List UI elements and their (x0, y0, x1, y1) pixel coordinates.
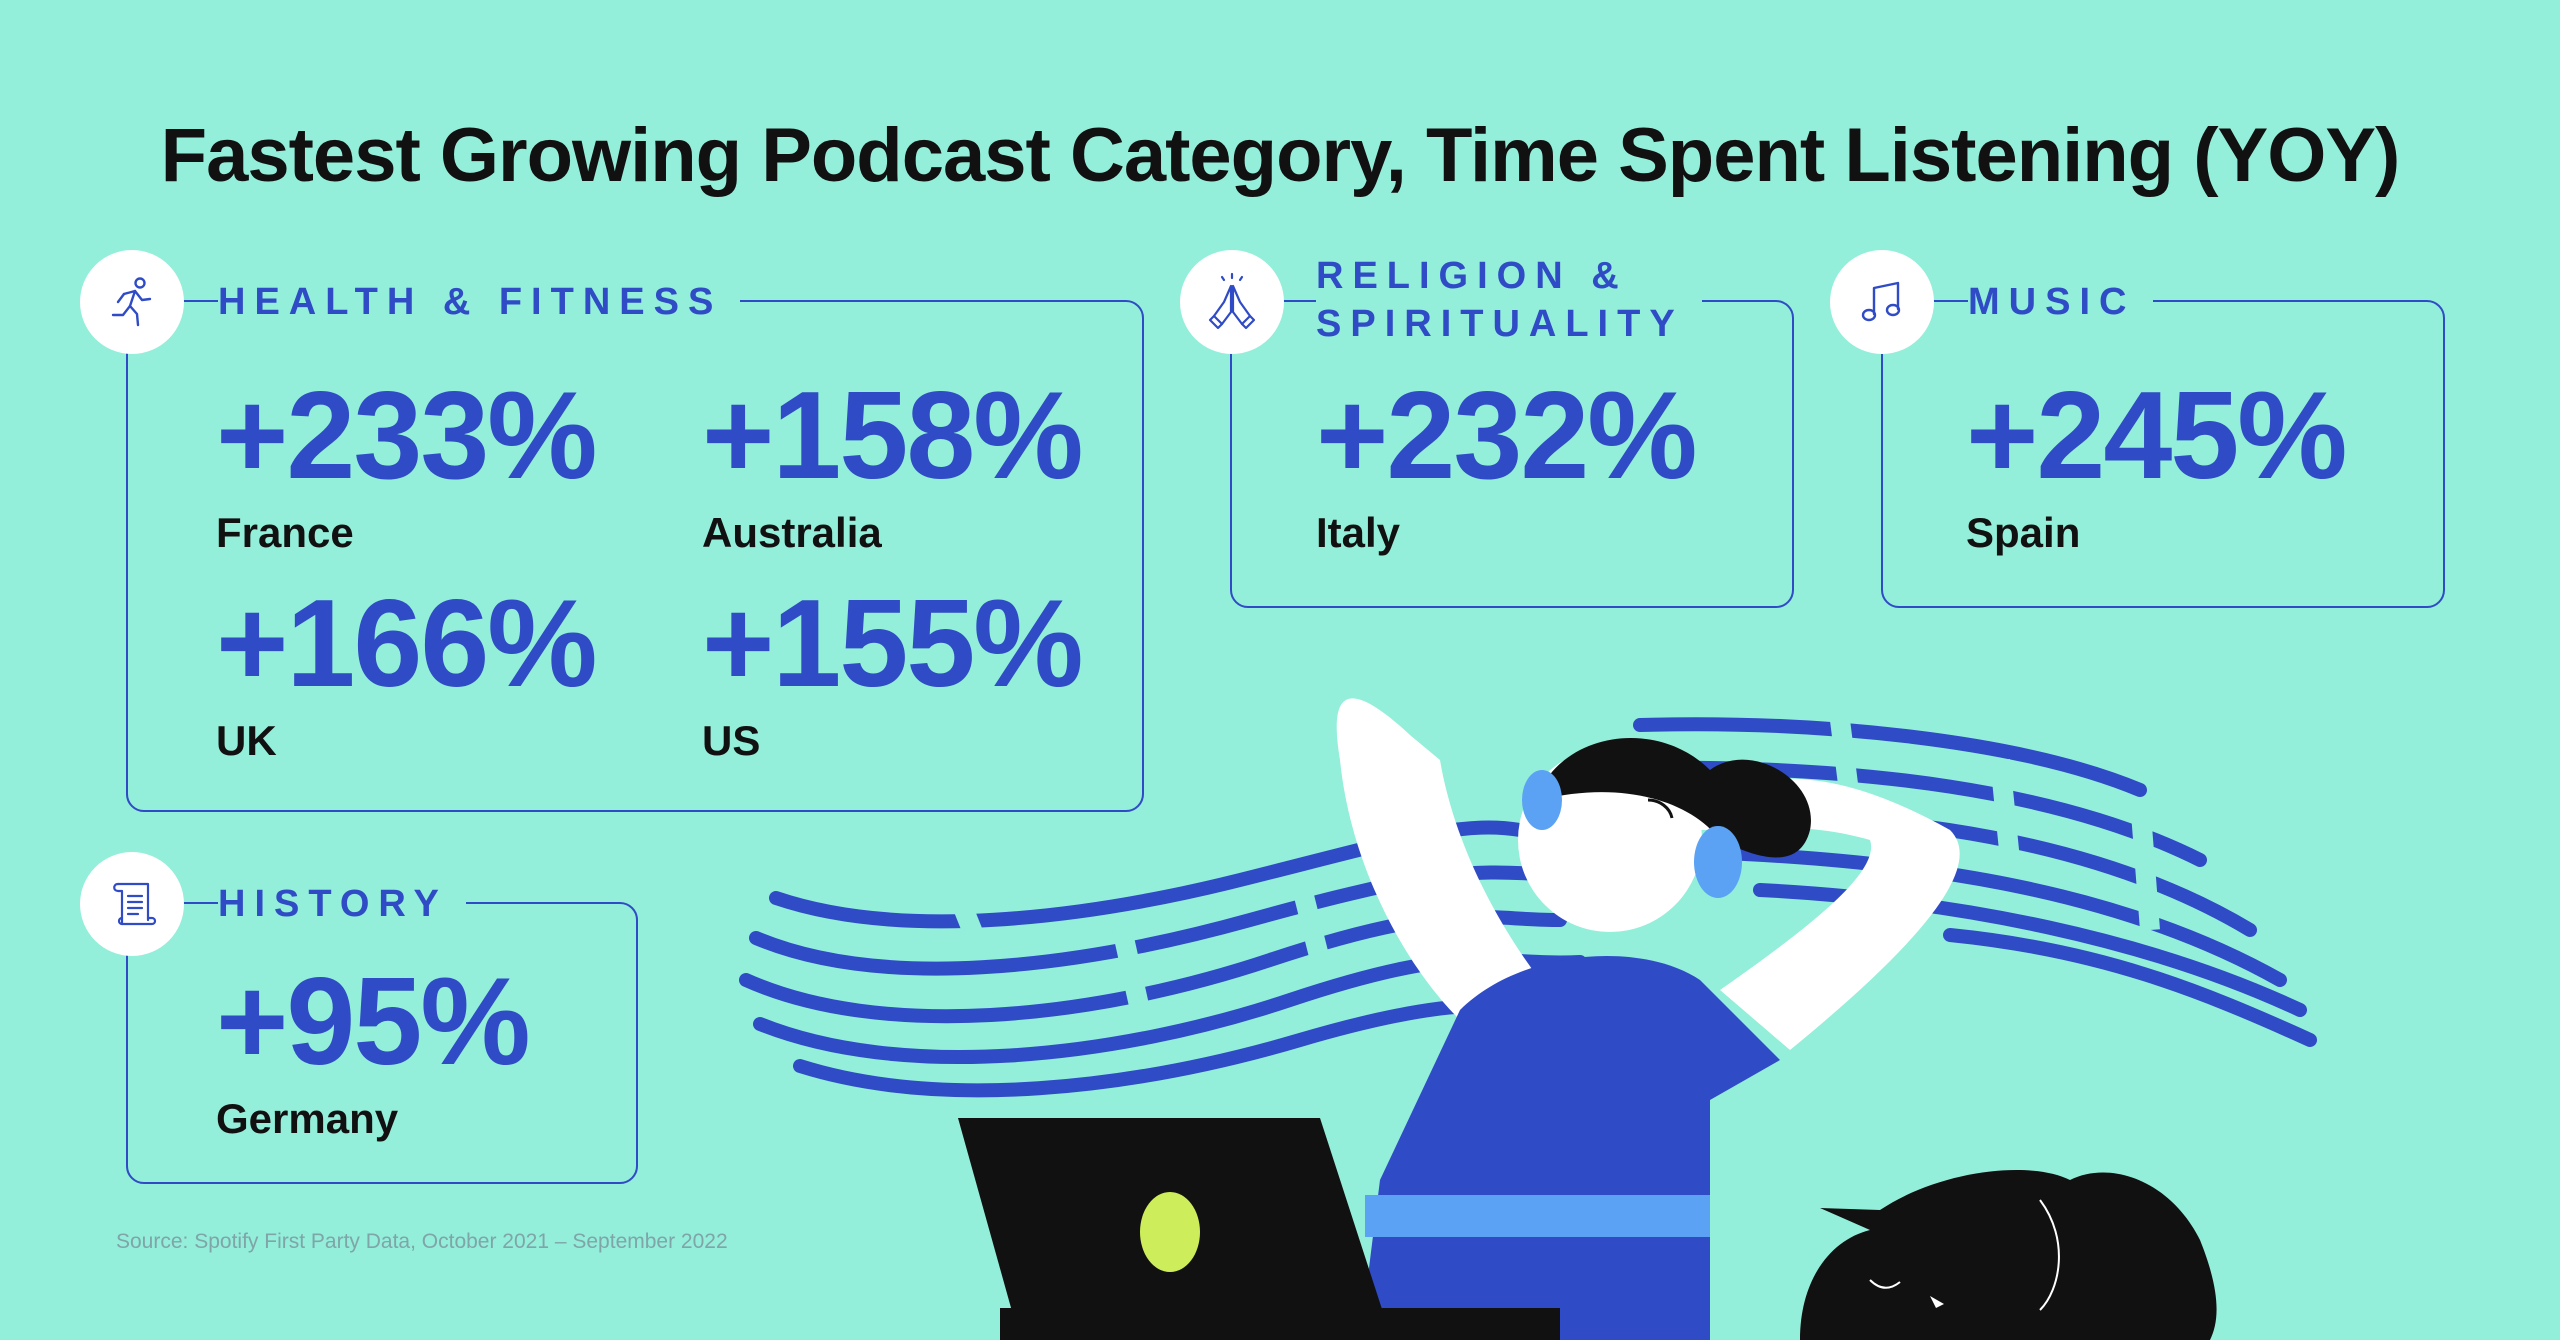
stat-value: +232% (1316, 367, 1698, 505)
hair (1540, 737, 1811, 858)
stat-value: +233% (216, 367, 598, 505)
stat-australia: +158% Australia (702, 367, 1084, 558)
card-label-history: HISTORY (218, 880, 466, 928)
stat-value: +166% (216, 575, 598, 713)
stat-value: +245% (1966, 367, 2348, 505)
stat-us: +155% US (702, 575, 1084, 766)
card-label-health-fitness: HEALTH & FITNESS (218, 278, 741, 326)
running-person-icon (111, 277, 152, 327)
stat-country: Australia (702, 509, 882, 556)
arm-left (1336, 698, 1540, 1020)
headphone-left (1522, 770, 1562, 830)
stat-italy: +232% Italy (1316, 367, 1698, 558)
card-label-music: MUSIC (1968, 278, 2154, 326)
card-label-line2: SPIRITUALITY (1316, 303, 1684, 345)
stat-country: Italy (1316, 509, 1401, 556)
religion-icon-badge (1180, 250, 1284, 354)
closed-eye (1647, 798, 1674, 819)
card-music (1881, 300, 2445, 608)
shirt-stripe (1365, 1195, 1710, 1237)
stat-country: Germany (216, 1095, 399, 1142)
stat-country: US (702, 717, 761, 764)
card-label-religion-spirituality: RELIGION & SPIRITUALITY (1316, 252, 1702, 348)
stat-spain: +245% Spain (1966, 367, 2348, 558)
arm-right (1700, 778, 1960, 1050)
shirt (1360, 956, 1780, 1340)
page-title: Fastest Growing Podcast Category, Time S… (160, 113, 2401, 198)
headphone-right (1694, 826, 1742, 898)
stat-france: +233% France (216, 367, 598, 558)
stat-country: France (216, 509, 354, 556)
stat-germany: +95% Germany (216, 953, 531, 1144)
stat-value: +95% (216, 953, 531, 1091)
stat-country: Spain (1966, 509, 2081, 556)
stat-value: +158% (702, 367, 1084, 505)
source-note: Source: Spotify First Party Data, Octobe… (116, 1230, 728, 1253)
scroll-icon (113, 882, 157, 926)
music-icon-badge (1830, 250, 1934, 354)
laptop-logo (1140, 1192, 1200, 1272)
stat-country: UK (216, 717, 277, 764)
card-label-line1: RELIGION & (1316, 255, 1628, 297)
stat-uk: +166% UK (216, 575, 598, 766)
cat (1800, 1170, 2217, 1340)
history-icon-badge (80, 852, 184, 956)
stat-value: +155% (702, 575, 1084, 713)
music-note-icon (1861, 281, 1901, 322)
praying-hands-icon (1208, 272, 1256, 330)
laptop-base (1000, 1308, 1560, 1340)
health-fitness-icon-badge (80, 250, 184, 354)
